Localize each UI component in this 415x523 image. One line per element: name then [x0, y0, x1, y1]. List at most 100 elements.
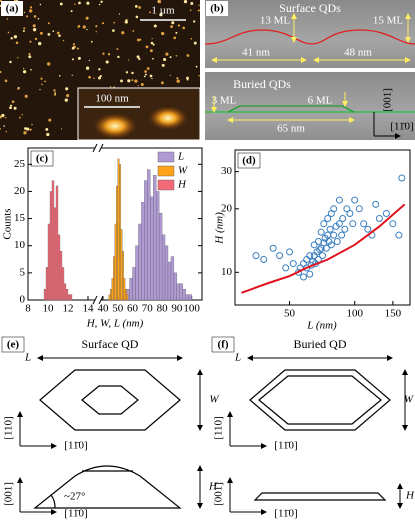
data-point	[364, 225, 372, 233]
axis-label: [11̄0]	[64, 508, 87, 520]
afm-dot	[82, 25, 86, 29]
bar	[153, 174, 157, 301]
bar	[51, 180, 55, 301]
afm-dot	[23, 67, 25, 70]
y-tick-label: 20	[221, 202, 233, 214]
data-point	[355, 205, 363, 213]
afm-dot	[136, 38, 140, 42]
bar	[182, 288, 186, 301]
panel-label: (a)	[6, 3, 19, 15]
afm-dot	[4, 116, 7, 119]
afm-dot	[6, 18, 9, 20]
afm-dot	[77, 56, 81, 60]
axis-label: [11̄0]	[274, 440, 297, 452]
afm-dot	[13, 35, 18, 39]
afm-dot	[175, 31, 178, 34]
bar	[141, 202, 145, 301]
afm-dot	[60, 128, 63, 130]
afm-dot	[125, 71, 129, 74]
afm-dot	[190, 2, 194, 5]
afm-dot	[93, 77, 95, 80]
afm-dot	[139, 38, 142, 41]
x-tick-label: 8	[25, 303, 31, 315]
afm-dot	[39, 31, 43, 35]
afm-dot	[131, 71, 134, 75]
qd-blob	[148, 106, 188, 130]
data-point	[341, 225, 349, 233]
dimension-label: L	[24, 352, 31, 364]
dimension-label: W	[404, 394, 414, 406]
afm-dot	[39, 88, 41, 91]
afm-dot	[135, 15, 139, 19]
bar	[161, 234, 166, 301]
bar	[173, 272, 178, 301]
x-tick-label: 50	[112, 303, 124, 315]
bar	[110, 288, 112, 301]
afm-dot	[15, 41, 19, 45]
hexagon	[39, 369, 181, 431]
afm-dot	[175, 54, 178, 57]
legend-swatch	[157, 165, 175, 177]
label-box	[1, 336, 25, 353]
data-point	[289, 260, 297, 268]
height-label: 15 ML	[373, 15, 404, 27]
x-tick-label: 70	[142, 303, 154, 315]
y-tick-label: 10	[221, 266, 233, 278]
afm-dot	[151, 77, 153, 80]
afm-dot	[33, 15, 37, 18]
afm-dot	[44, 80, 46, 83]
afm-dot	[70, 10, 73, 13]
afm-dot	[95, 31, 97, 33]
bar	[150, 196, 154, 301]
afm-dot	[193, 41, 197, 45]
bar	[61, 267, 65, 301]
afm-dot	[64, 98, 68, 102]
bar	[170, 256, 175, 301]
afm-dot	[52, 30, 55, 33]
afm-dot	[45, 127, 49, 131]
afm-dot	[198, 75, 200, 77]
afm-dot	[77, 26, 79, 29]
afm-dot	[183, 0, 188, 4]
afm-dot	[9, 60, 12, 64]
afm-dot	[127, 79, 131, 83]
bar	[63, 283, 67, 301]
afm-dot	[54, 92, 57, 94]
data-point	[327, 241, 335, 249]
x-tick-label: 90	[171, 303, 183, 315]
data-point	[346, 210, 354, 218]
axis-label: [11̄0]	[274, 508, 297, 520]
dimension-label: L	[234, 352, 241, 364]
hexagon	[249, 369, 391, 431]
x-tick-label: 60	[127, 303, 139, 315]
data-point	[360, 220, 368, 228]
bar	[124, 288, 127, 301]
bar	[129, 278, 133, 301]
afm-dot	[40, 77, 43, 80]
data-point	[320, 220, 328, 228]
afm-dot	[163, 57, 167, 62]
afm-dot	[4, 79, 8, 83]
plot-frame	[234, 149, 411, 306]
label-box	[206, 1, 228, 16]
afm-dot	[99, 75, 102, 78]
bar	[47, 223, 51, 301]
afm-dot	[0, 115, 2, 119]
data-point	[299, 260, 307, 268]
afm-dot	[29, 40, 32, 43]
afm-dot	[152, 43, 155, 46]
afm-dot	[148, 11, 151, 14]
bar	[119, 164, 121, 301]
afm-dot	[88, 59, 90, 62]
afm-dot	[85, 66, 90, 70]
bar	[138, 223, 142, 301]
afm-dot	[170, 25, 173, 28]
bar	[67, 294, 71, 301]
afm-dot	[113, 21, 116, 24]
y-tick-label: 30	[221, 165, 233, 177]
data-point	[286, 248, 294, 256]
afm-dot	[159, 13, 163, 17]
y-tick-label: 20	[14, 185, 26, 197]
data-point	[335, 196, 343, 204]
afm-dot	[23, 131, 27, 135]
